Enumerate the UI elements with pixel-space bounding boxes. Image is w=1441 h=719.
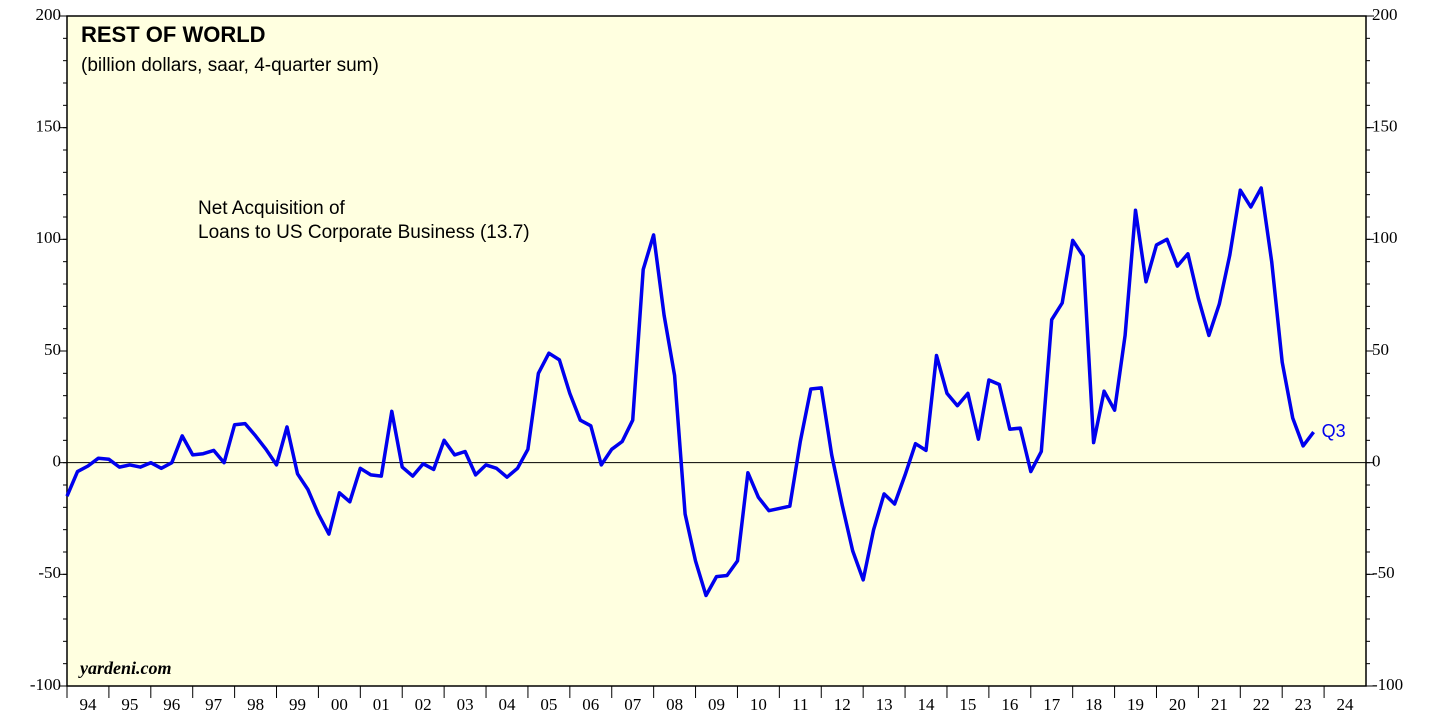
y-tick-label: 150 — [36, 117, 62, 136]
x-tick-label: 24 — [1337, 695, 1355, 714]
x-tick-label: 16 — [1001, 695, 1018, 714]
x-tick-label: 20 — [1169, 695, 1186, 714]
y-tick-label: 100 — [36, 228, 62, 247]
y2-tick-label: 150 — [1372, 117, 1398, 136]
x-tick-label: 08 — [666, 695, 683, 714]
x-tick-label: 19 — [1127, 695, 1144, 714]
source: yardeni.com — [78, 658, 172, 678]
chart-title: REST OF WORLD — [81, 22, 266, 47]
x-tick-label: 98 — [247, 695, 264, 714]
x-tick-label: 11 — [792, 695, 808, 714]
y2-tick-label: 100 — [1372, 228, 1398, 247]
x-tick-label: 14 — [918, 695, 936, 714]
y2-tick-label: -100 — [1372, 675, 1403, 694]
x-tick-label: 22 — [1253, 695, 1270, 714]
x-tick-label: 23 — [1295, 695, 1312, 714]
x-tick-label: 96 — [163, 695, 180, 714]
y-tick-label: 0 — [53, 452, 62, 471]
x-tick-label: 99 — [289, 695, 306, 714]
plot-area — [66, 15, 1367, 687]
x-tick-label: 15 — [959, 695, 976, 714]
x-tick-label: 09 — [708, 695, 725, 714]
x-tick-label: 94 — [79, 695, 97, 714]
x-tick-label: 07 — [624, 695, 642, 714]
x-tick-label: 00 — [331, 695, 348, 714]
x-tick-label: 17 — [1043, 695, 1061, 714]
x-tick-label: 97 — [205, 695, 223, 714]
line-series — [65, 186, 1315, 598]
end-label: Q3 — [1322, 421, 1346, 441]
x-tick-label: 18 — [1085, 695, 1102, 714]
y-tick-label: 200 — [36, 5, 62, 24]
y-tick-label: -100 — [30, 675, 61, 694]
y2-tick-label: 0 — [1372, 452, 1381, 471]
y2-tick-label: -50 — [1372, 563, 1395, 582]
x-tick-label: 03 — [457, 695, 474, 714]
chart-subtitle: (billion dollars, saar, 4-quarter sum) — [81, 55, 379, 76]
x-tick-label: 05 — [540, 695, 557, 714]
x-tick-label: 21 — [1211, 695, 1228, 714]
x-tick-label: 95 — [121, 695, 138, 714]
x-tick-label: 01 — [373, 695, 390, 714]
annotation: Net Acquisition of — [198, 198, 346, 219]
y2-tick-label: 200 — [1372, 5, 1398, 24]
x-tick-label: 10 — [750, 695, 767, 714]
annotation: Loans to US Corporate Business (13.7) — [198, 222, 530, 243]
y2-tick-label: 50 — [1372, 340, 1389, 359]
x-tick-label: 04 — [498, 695, 516, 714]
x-tick-label: 13 — [876, 695, 893, 714]
x-tick-label: 12 — [834, 695, 851, 714]
x-tick-label: 06 — [582, 695, 599, 714]
y-tick-label: 50 — [44, 340, 61, 359]
x-tick-label: 02 — [415, 695, 432, 714]
y-tick-label: -50 — [38, 563, 61, 582]
